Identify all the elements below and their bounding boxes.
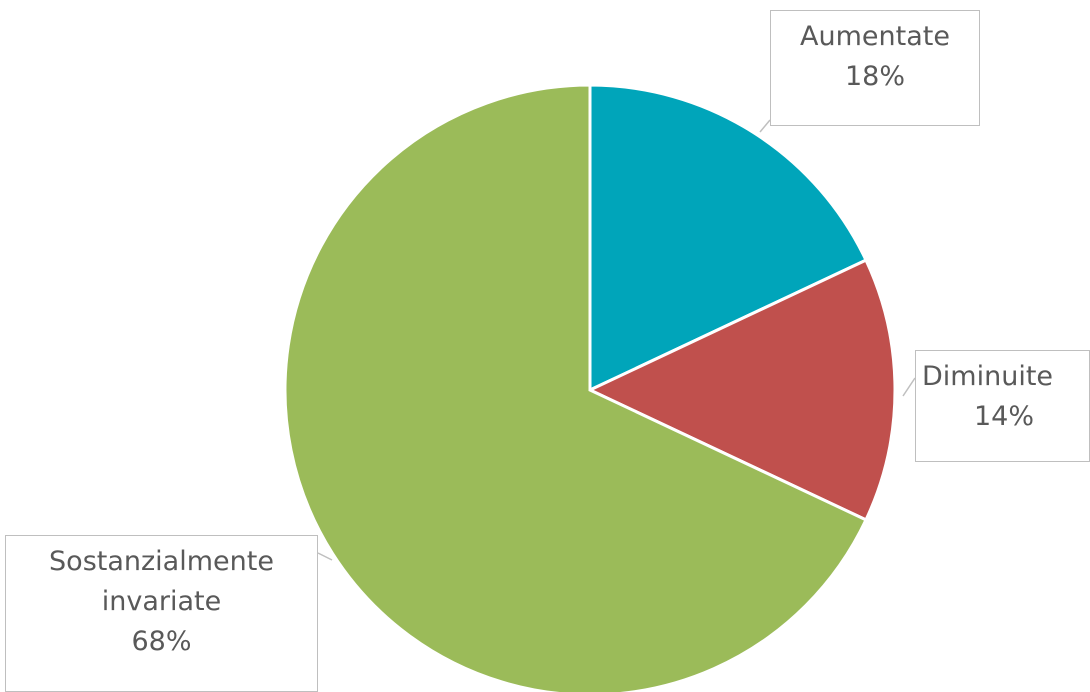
leader-line: [902, 377, 916, 397]
category-label: Diminuite: [922, 361, 1054, 392]
category-label: Sostanzialmente invariate: [49, 546, 274, 617]
pie-slice: [586, 258, 897, 522]
leader-line: [759, 119, 771, 133]
leader-line: [317, 552, 333, 561]
pie-slice: [283, 83, 868, 692]
value-label: 68%: [131, 626, 192, 657]
data-label: Diminuite 14%: [915, 350, 1090, 462]
data-label: Aumentate 18%: [770, 10, 980, 126]
pie-slice: [588, 83, 868, 393]
data-label: Sostanzialmente invariate 68%: [5, 535, 318, 692]
category-label: Aumentate: [800, 21, 950, 52]
value-label: 18%: [844, 61, 905, 92]
value-label: 14%: [974, 401, 1035, 432]
slices: [283, 83, 897, 692]
